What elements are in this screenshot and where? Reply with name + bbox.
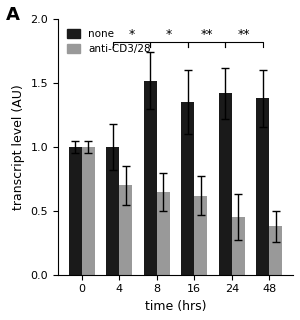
Text: *: *: [166, 28, 172, 41]
Text: **: **: [238, 28, 250, 41]
Bar: [269, 226, 282, 275]
Text: A: A: [6, 6, 20, 25]
Bar: [106, 147, 119, 275]
Legend: none, anti-CD3/28: none, anti-CD3/28: [63, 24, 155, 59]
Bar: [69, 147, 82, 275]
Text: *: *: [128, 28, 135, 41]
Text: **: **: [200, 28, 213, 41]
Bar: [119, 185, 133, 275]
Bar: [181, 102, 194, 275]
Bar: [194, 196, 207, 275]
X-axis label: time (hrs): time (hrs): [145, 300, 206, 313]
Bar: [219, 93, 232, 275]
Bar: [144, 81, 157, 275]
Bar: [256, 99, 269, 275]
Bar: [157, 192, 170, 275]
Y-axis label: transcript level (AU): transcript level (AU): [12, 84, 25, 210]
Bar: [82, 147, 95, 275]
Bar: [232, 217, 245, 275]
